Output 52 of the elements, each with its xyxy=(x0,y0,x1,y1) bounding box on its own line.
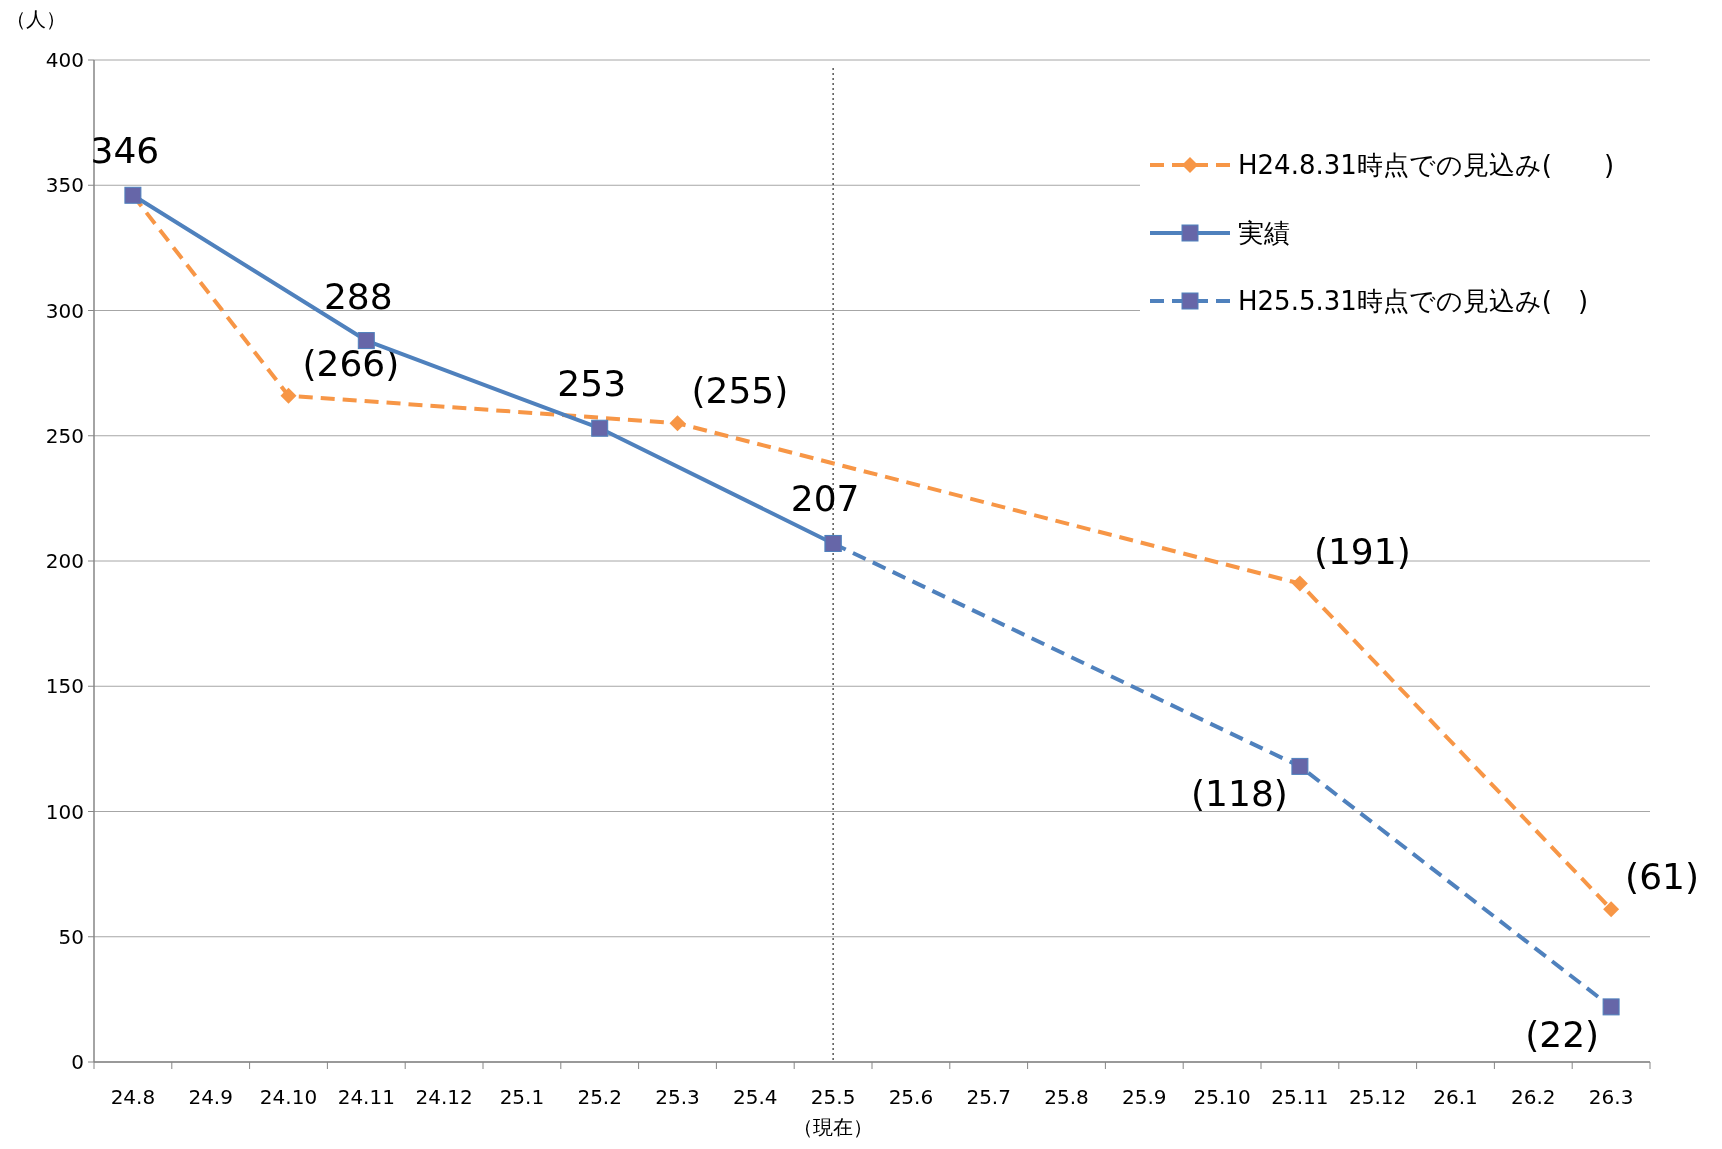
data-label: (191) xyxy=(1313,530,1411,572)
y-tick-label: 200 xyxy=(45,549,84,573)
y-tick-label: 400 xyxy=(45,48,84,72)
data-label: 207 xyxy=(790,478,860,520)
data-label: 288 xyxy=(323,275,393,317)
point xyxy=(591,419,609,437)
y-axis-title: （人） xyxy=(6,7,66,31)
x-tick-label: 25.11 xyxy=(1271,1085,1329,1109)
x-tick-label: 25.4 xyxy=(733,1085,778,1109)
x-tick-label: 24.11 xyxy=(337,1085,395,1109)
y-tick-label: 250 xyxy=(45,423,84,448)
x-tick-label: 26.3 xyxy=(1588,1085,1634,1109)
data-label: (22) xyxy=(1525,1013,1600,1055)
y-tick-label: 350 xyxy=(45,173,84,198)
point xyxy=(280,387,297,404)
point xyxy=(1602,998,1620,1016)
legend-label: H25.5.31時点での見込み( ) xyxy=(1238,286,1589,316)
x-tick-label: 25.5 xyxy=(810,1085,856,1109)
x-tick-label: 25.3 xyxy=(655,1085,700,1109)
x-tick-label: 24.9 xyxy=(188,1085,233,1109)
x-tick-label: 25.10 xyxy=(1193,1085,1251,1109)
x-tick-label: 25.1 xyxy=(499,1085,545,1109)
data-label: 253 xyxy=(557,363,627,405)
x-tick-label: 25.2 xyxy=(577,1085,622,1109)
point xyxy=(1291,575,1308,592)
data-label: (255) xyxy=(691,370,789,412)
y-tick-label: 100 xyxy=(45,799,84,824)
data-label: 346 xyxy=(90,130,160,172)
x-tick-label: 26.1 xyxy=(1433,1085,1478,1109)
point xyxy=(1291,757,1309,775)
legend-label: H24.8.31時点での見込み( ) xyxy=(1238,150,1615,180)
x-tick-label: 25.8 xyxy=(1044,1085,1089,1109)
x-tick-label: 26.2 xyxy=(1511,1085,1556,1109)
point xyxy=(357,332,375,350)
text: （現在） xyxy=(793,1115,874,1139)
data-label: (118) xyxy=(1191,773,1288,815)
legend-label: 実績 xyxy=(1238,218,1290,248)
point xyxy=(1603,901,1620,918)
point xyxy=(669,415,686,432)
y-tick-label: 150 xyxy=(45,674,84,699)
x-tick-label: 25.6 xyxy=(888,1085,934,1109)
y-tick-label: 300 xyxy=(45,298,84,323)
x-tick-label: 24.8 xyxy=(110,1085,156,1109)
data-label: (266) xyxy=(302,342,400,384)
data-label: (61) xyxy=(1625,856,1700,898)
x-tick-label: 24.10 xyxy=(259,1085,318,1109)
x-tick-label: 25.7 xyxy=(966,1085,1011,1109)
x-tick-label: 25.12 xyxy=(1349,1085,1407,1109)
y-tick-label: 50 xyxy=(58,924,84,949)
x-tick-label: 25.9 xyxy=(1122,1085,1167,1109)
x-tick-label: 24.12 xyxy=(415,1085,473,1109)
y-tick-label: 0 xyxy=(71,1050,84,1074)
